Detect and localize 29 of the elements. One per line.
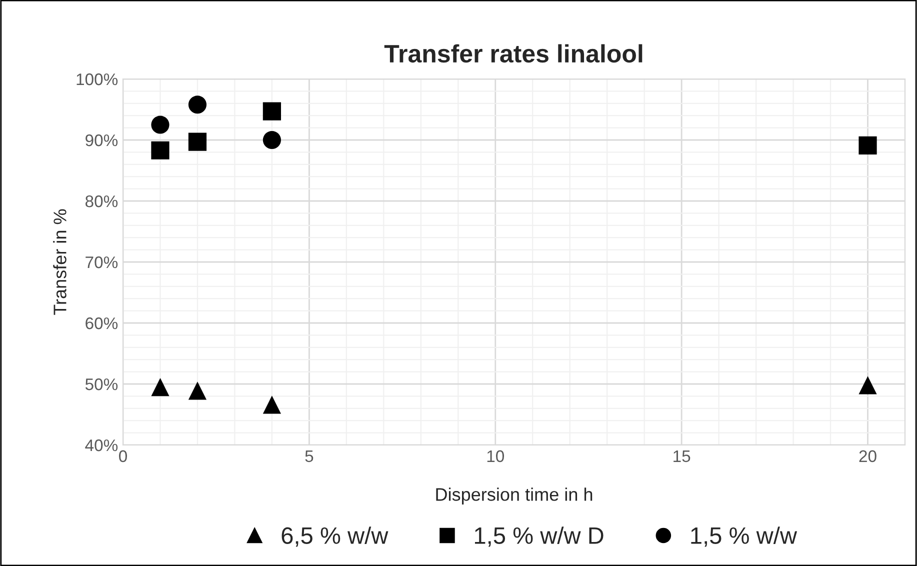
chart-title: Transfer rates linalool: [384, 44, 642, 63]
point: [188, 96, 207, 114]
y-tick-label: 80%: [86, 195, 118, 208]
y-tick-label: 100%: [76, 73, 118, 86]
point: [262, 130, 282, 150]
legend-label: 1,5 % w/w D: [474, 526, 604, 547]
x-axis-title: Dispersion time in h: [436, 488, 592, 504]
point: [262, 102, 282, 120]
y-tick-label: 60%: [86, 317, 118, 330]
y-tick-label: 90%: [86, 134, 118, 146]
y-axis-title: Transfer in %: [53, 209, 66, 315]
y-tick-label: 50%: [85, 378, 118, 390]
x-tick-label: 15: [674, 450, 690, 462]
point: [151, 141, 170, 160]
y-tick-label: 40%: [85, 439, 118, 452]
point: [858, 376, 877, 394]
point: [188, 132, 207, 151]
point: [188, 382, 207, 400]
y-tick-label: 70%: [86, 256, 118, 268]
x-tick-label: 0: [119, 450, 127, 462]
x-tick-label: 10: [487, 450, 504, 462]
point: [262, 396, 282, 414]
point: [151, 116, 170, 134]
point: [151, 378, 170, 396]
legend-label: 6,5 % w/w: [282, 526, 388, 547]
x-tick-label: 5: [305, 450, 314, 462]
point: [858, 136, 877, 155]
x-tick-label: 20: [859, 450, 876, 462]
legend-label: 1,5 % w/w: [691, 526, 798, 547]
